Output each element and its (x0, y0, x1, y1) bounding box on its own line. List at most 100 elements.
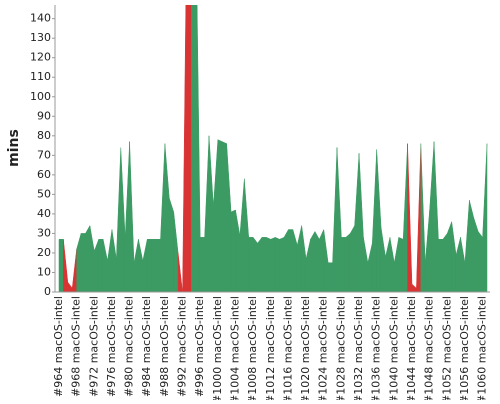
area-segment (76, 233, 82, 292)
area-segment (283, 228, 289, 292)
area-segment (376, 149, 382, 292)
area-segment (186, 5, 192, 292)
y-tick-label: 100 (30, 90, 51, 103)
area-segment (429, 141, 435, 292)
x-tick-label: #964 macOS-intel (52, 296, 65, 397)
area-segment (477, 230, 483, 292)
area-segment (111, 229, 117, 292)
y-axis-label: mins (6, 129, 22, 167)
x-tick-label: #1008 macOS-intel (246, 296, 259, 400)
area-segment (319, 229, 324, 292)
x-tick-label: #1036 macOS-intel (370, 296, 383, 400)
area-segment (142, 239, 148, 292)
y-tick-label: 50 (37, 187, 51, 200)
area-segment (372, 149, 377, 292)
area-segment (261, 237, 267, 292)
x-tick-label: #1028 macOS-intel (334, 296, 347, 400)
y-tick-label: 20 (37, 246, 51, 259)
area-segment (473, 217, 479, 292)
x-tick-label: #992 macOS-intel (176, 296, 189, 397)
area-segment (345, 232, 351, 292)
area-segment (266, 236, 272, 292)
area-segment (411, 283, 417, 292)
area-segment (226, 143, 232, 292)
area-segment (195, 5, 201, 292)
y-tick-label: 110 (30, 70, 51, 83)
area-segment (116, 147, 122, 292)
area-segment (155, 239, 161, 292)
area-segment (169, 198, 174, 292)
area-segment (380, 227, 386, 292)
area-segment (257, 236, 263, 292)
y-tick-label: 70 (37, 148, 51, 161)
area-segment (455, 237, 461, 292)
area-segment (451, 221, 457, 292)
y-tick-label: 80 (37, 129, 51, 142)
area-segment (305, 239, 311, 292)
area-segment (80, 233, 86, 292)
plot-area (58, 5, 488, 292)
area-segment (270, 236, 276, 292)
area-segment (464, 200, 470, 292)
area-segment (217, 139, 223, 292)
y-tick-label: 120 (30, 51, 51, 64)
x-tick-label: #1048 macOS-intel (423, 296, 436, 400)
x-tick-label: #1000 macOS-intel (211, 296, 224, 400)
area-segment (230, 209, 236, 292)
area-segment (124, 141, 130, 292)
area-segment (438, 239, 444, 292)
area-segment (297, 225, 302, 292)
area-segment (252, 236, 258, 292)
area-segment (244, 178, 249, 292)
x-tick-label: #1032 macOS-intel (352, 296, 365, 400)
area-segment (274, 236, 280, 292)
x-tick-label: #1012 macOS-intel (264, 296, 277, 400)
area-segment (314, 230, 320, 292)
area-segment (469, 200, 475, 292)
area-segment (102, 239, 108, 292)
area-segment (71, 249, 77, 292)
area-segment (63, 239, 69, 292)
area-segment (164, 143, 170, 292)
area-segment (349, 224, 355, 292)
x-tick-label: #988 macOS-intel (158, 296, 171, 397)
x-tick-label: #1052 macOS-intel (440, 296, 453, 400)
area-segment (133, 239, 139, 292)
area-segment (358, 153, 364, 292)
x-tick-label: #1056 macOS-intel (458, 296, 471, 400)
area-segment (424, 209, 430, 292)
area-segment (120, 147, 126, 292)
area-segment (389, 237, 395, 292)
area-segment (341, 237, 347, 292)
x-tick-label: #1020 macOS-intel (299, 296, 312, 400)
area-segment (323, 229, 329, 292)
area-segment (138, 239, 144, 292)
x-tick-label: #976 macOS-intel (105, 296, 118, 397)
area-segment (129, 141, 135, 292)
area-segment (182, 5, 188, 292)
area-segment (58, 239, 64, 292)
y-tick-label: 90 (37, 109, 51, 122)
area-segment (447, 221, 452, 292)
area-segment (248, 237, 254, 292)
area-segment (208, 135, 214, 292)
x-tick-label: #996 macOS-intel (193, 296, 206, 397)
y-tick-label: 10 (37, 265, 51, 278)
area-segment (354, 153, 360, 292)
area-segment (420, 143, 426, 292)
area-segment (160, 143, 166, 292)
y-tick-label: 60 (37, 168, 51, 181)
x-tick-label: #1040 macOS-intel (387, 296, 400, 400)
area-segment (332, 147, 338, 292)
area-segment (279, 236, 285, 292)
x-tick-label: #1060 macOS-intel (476, 296, 489, 400)
area-segment (394, 237, 400, 292)
area-segment (288, 229, 294, 292)
area-segment (398, 236, 404, 292)
area-segment (442, 232, 448, 292)
x-tick-label: #1016 macOS-intel (281, 296, 294, 400)
area-segment (385, 237, 391, 292)
x-tick-label: #1024 macOS-intel (317, 296, 330, 400)
area-segment (89, 225, 95, 292)
area-segment (336, 147, 342, 292)
